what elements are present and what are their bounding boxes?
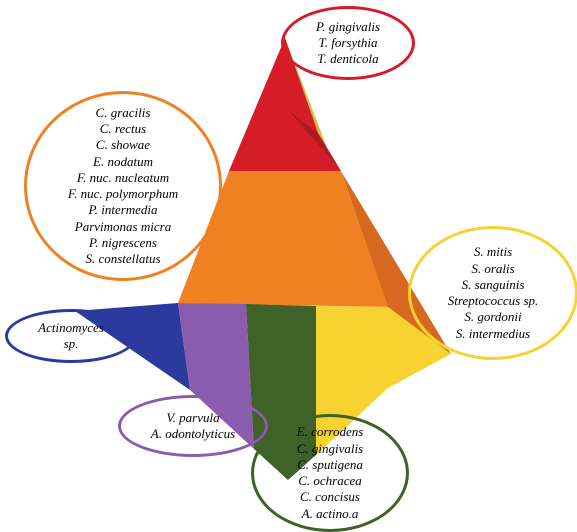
species-label: C. ochracea xyxy=(298,473,362,489)
species-label: A. odontolyticus xyxy=(151,426,236,442)
species-label: C. gracilis xyxy=(96,105,151,121)
species-label: T. denticola xyxy=(317,51,378,67)
species-label: Streptococcus sp. xyxy=(448,293,539,309)
group-purple: V. parvulaA. odontolyticus xyxy=(118,395,268,457)
species-label: S. constellatus xyxy=(85,251,160,267)
species-label: C. sputigena xyxy=(297,457,363,473)
species-label: P. intermedia xyxy=(88,202,157,218)
species-label: A. actino.a xyxy=(302,506,359,522)
species-label: F. nuc. polymorphum xyxy=(68,186,178,202)
group-green: E. corrodensC. gingivalisC. sputigenaC. … xyxy=(251,414,409,532)
group-blue: Actinomycessp. xyxy=(5,309,137,363)
species-label: C. rectus xyxy=(100,121,146,137)
species-label: E. corrodens xyxy=(297,424,364,440)
species-label: C. concisus xyxy=(300,489,360,505)
species-label: F. nuc. nucleatum xyxy=(77,170,169,186)
species-label: Actinomyces xyxy=(38,320,104,336)
species-label: S. sanguinis xyxy=(462,277,525,293)
species-label: T. forsythia xyxy=(319,35,378,51)
species-label: P. nigrescens xyxy=(89,235,157,251)
species-label: P. gingivalis xyxy=(316,19,380,35)
species-label: V. parvula xyxy=(166,410,219,426)
group-orange: C. gracilisC. rectusC. showaeE. nodatumF… xyxy=(24,91,222,281)
species-label: Parvimonas micra xyxy=(75,219,171,235)
species-label: C. gingivalis xyxy=(297,441,363,457)
species-label: C. showae xyxy=(96,137,150,153)
species-label: S. oralis xyxy=(471,261,514,277)
species-label: S. gordonii xyxy=(464,309,521,325)
diagram-root: { "canvas": { "width": 577, "height": 52… xyxy=(0,0,577,529)
species-label: S. mitis xyxy=(474,244,512,260)
species-label: E. nodatum xyxy=(93,154,153,170)
species-label: sp. xyxy=(64,336,79,352)
group-red: P. gingivalisT. forsythiaT. denticola xyxy=(281,6,415,80)
species-label: S. intermedius xyxy=(456,326,530,342)
group-yellow: S. mitisS. oralisS. sanguinisStreptococc… xyxy=(408,226,577,360)
